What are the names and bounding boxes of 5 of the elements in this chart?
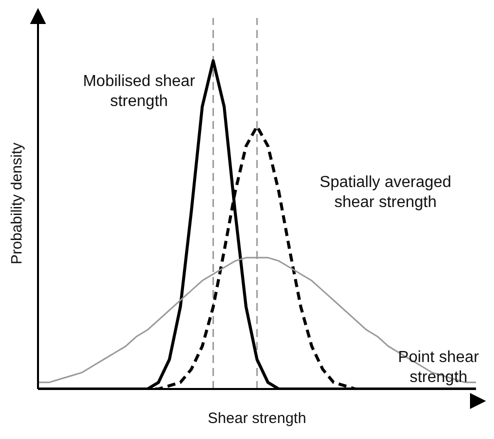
y-axis-title: Probability density — [8, 142, 26, 264]
series-label: Point shear strength — [397, 348, 480, 388]
series-label: Mobilised shear strength — [82, 72, 196, 112]
text: Spatially averaged shear strength — [318, 173, 452, 213]
x-axis-title: Shear strength — [208, 410, 306, 427]
